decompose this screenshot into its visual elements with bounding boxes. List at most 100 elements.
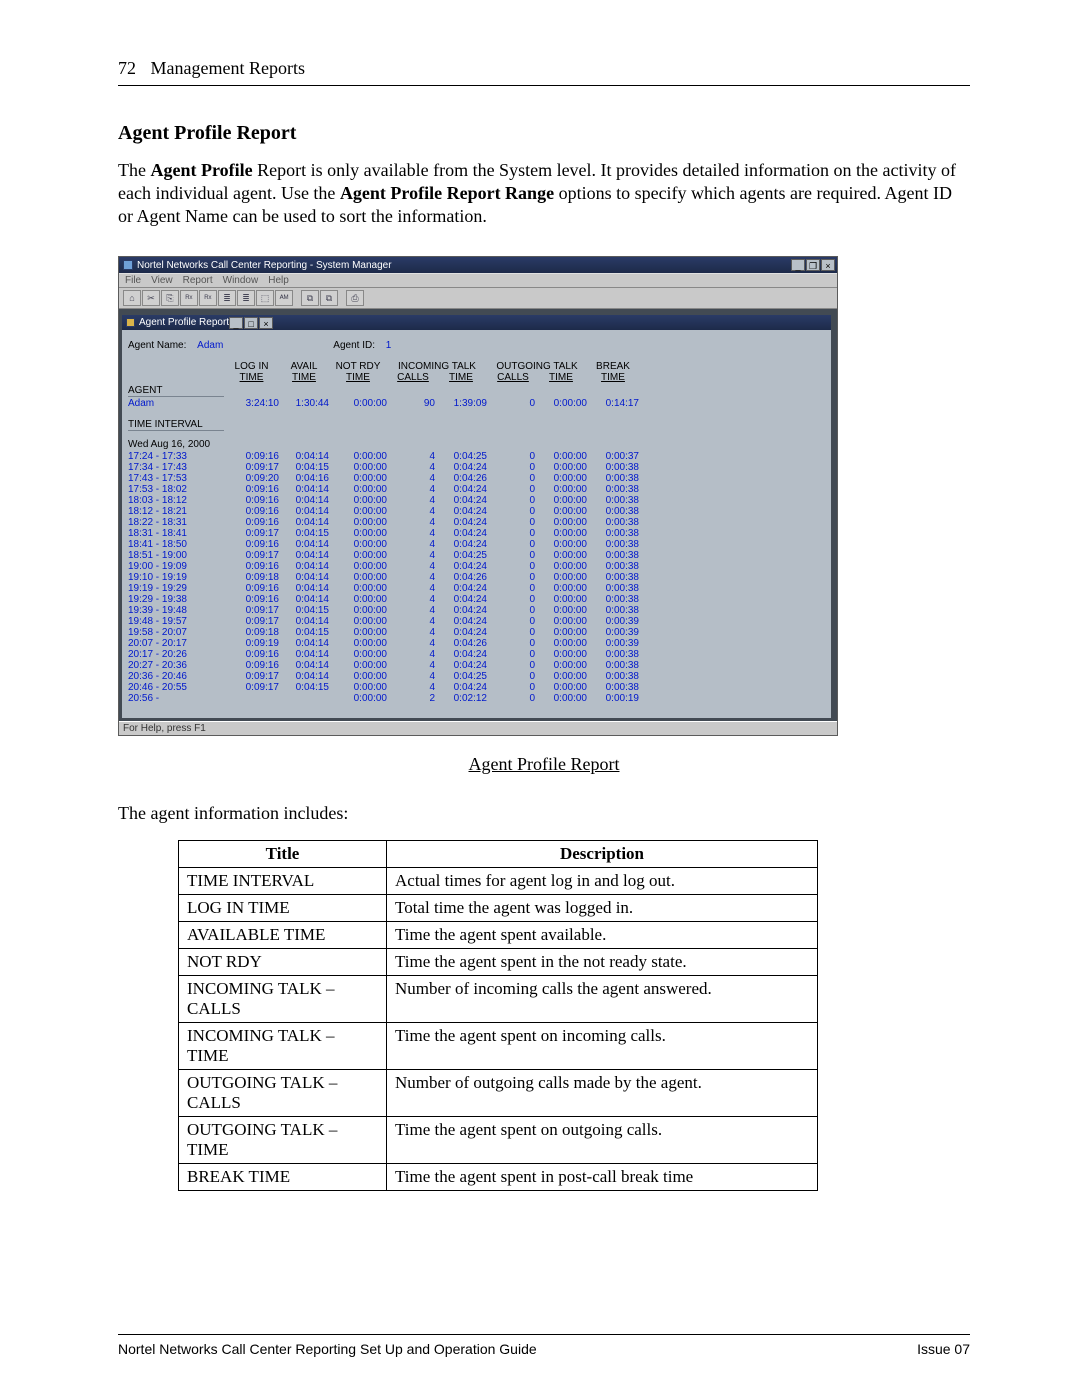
interval-cell: 0:00:00 [535,550,587,561]
interval-cell: 0 [487,594,535,605]
interval-cell: 0:09:16 [224,506,279,517]
interval-cell: 0:00:00 [329,671,387,682]
sub-minimize-button[interactable]: _ [229,317,243,329]
interval-cell: 4 [387,583,435,594]
interval-cell: 4 [387,572,435,583]
interval-cell: 0:00:00 [535,693,587,704]
description-table: Title Description TIME INTERVALActual ti… [178,840,818,1191]
interval-row: 17:24 - 17:330:09:160:04:140:00:0040:04:… [128,451,825,462]
interval-cell [224,693,279,704]
toolbar-button[interactable]: ⎘ [161,290,179,306]
toolbar-button[interactable]: ⬚ [256,290,274,306]
interval-cell: 0:04:14 [279,506,329,517]
interval-cell: 4 [387,649,435,660]
close-button[interactable]: × [821,259,835,271]
menu-item[interactable]: View [151,275,173,286]
interval-cell: 0:00:00 [535,682,587,693]
table-row: TIME INTERVALActual times for agent log … [179,868,818,895]
interval-cell: 18:41 - 18:50 [128,539,224,550]
interval-row: 19:19 - 19:290:09:160:04:140:00:0040:04:… [128,583,825,594]
interval-cell: 0:04:15 [279,627,329,638]
body-paragraph: The Agent Profile Report is only availab… [118,159,970,228]
interval-cell: 0 [487,528,535,539]
interval-cell: 0:00:00 [329,594,387,605]
interval-cell: 0:00:38 [587,594,639,605]
sub-maximize-button[interactable]: □ [244,317,258,329]
toolbar-button[interactable]: ⌂ [123,290,141,306]
interval-cell: 0:04:24 [435,660,487,671]
lead-line: The agent information includes: [118,803,970,824]
menu-item[interactable]: Help [268,275,289,286]
interval-cell: 0:09:16 [224,539,279,550]
table-head-title: Title [179,841,387,868]
interval-cell: 20:36 - 20:46 [128,671,224,682]
interval-cell: 0:04:25 [435,550,487,561]
app-titlebar: Nortel Networks Call Center Reporting - … [119,257,837,273]
menu-item[interactable]: Report [183,275,213,286]
report-window-icon [126,318,135,327]
interval-cell: 0:04:14 [279,550,329,561]
toolbar-button[interactable]: ≣ [218,290,236,306]
agent-id-value: 1 [386,340,392,351]
agent-id-label: Agent ID: [333,340,375,351]
interval-cell: 0 [487,517,535,528]
interval-cell: 0:04:25 [435,451,487,462]
interval-cell: 0:00:00 [535,572,587,583]
interval-cell: 0:04:24 [435,616,487,627]
interval-cell: 19:29 - 19:38 [128,594,224,605]
totals-cell: 0:00:00 [329,398,387,409]
interval-cell: 0:00:00 [329,627,387,638]
page-footer: Nortel Networks Call Center Reporting Se… [118,1334,970,1357]
interval-cell: 0:00:00 [329,462,387,473]
section-title: Agent Profile Report [118,122,970,145]
toolbar-button[interactable]: ᴿˣ [180,290,198,306]
sub-close-button[interactable]: × [259,317,273,329]
table-cell: Time the agent spent in the not ready st… [387,949,818,976]
toolbar-button[interactable]: ⧉ [301,290,319,306]
interval-cell: 0 [487,693,535,704]
table-row: NOT RDYTime the agent spent in the not r… [179,949,818,976]
toolbar-button[interactable]: ᴬᴹ [275,290,293,306]
interval-cell: 0:04:24 [435,627,487,638]
interval-cell: 4 [387,550,435,561]
interval-cell: 19:39 - 19:48 [128,605,224,616]
table-cell: Time the agent spent on outgoing calls. [387,1117,818,1164]
interval-row: 18:22 - 18:310:09:160:04:140:00:0040:04:… [128,517,825,528]
table-cell: OUTGOING TALK – TIME [179,1117,387,1164]
interval-row: 19:00 - 19:090:09:160:04:140:00:0040:04:… [128,561,825,572]
interval-cell: 20:56 - [128,693,224,704]
agent-name-label: Agent Name: [128,340,186,351]
interval-row: 17:53 - 18:020:09:160:04:140:00:0040:04:… [128,484,825,495]
interval-cell [279,693,329,704]
toolbar-button[interactable]: ᴿˣ [199,290,217,306]
interval-cell: 0:00:38 [587,539,639,550]
interval-cell: 0:00:00 [535,660,587,671]
menu-item[interactable]: Window [223,275,259,286]
toolbar-button[interactable]: ⎙ [346,290,364,306]
menu-item[interactable]: File [125,275,141,286]
table-cell: OUTGOING TALK – CALLS [179,1070,387,1117]
interval-cell: 0:00:00 [329,484,387,495]
interval-cell: 0:00:38 [587,528,639,539]
toolbar-button[interactable]: ⧉ [320,290,338,306]
interval-cell: 0:00:38 [587,649,639,660]
totals-cell: 3:24:10 [224,398,279,409]
date-line: Wed Aug 16, 2000 [128,439,825,450]
interval-cell: 0:00:00 [329,583,387,594]
toolbar-button[interactable]: ✂ [142,290,160,306]
statusbar: For Help, press F1 [119,721,837,735]
interval-cell: 0:00:00 [535,605,587,616]
table-row: AVAILABLE TIMETime the agent spent avail… [179,922,818,949]
interval-row: 19:29 - 19:380:09:160:04:140:00:0040:04:… [128,594,825,605]
toolbar-button[interactable]: ≣ [237,290,255,306]
interval-cell: 4 [387,484,435,495]
interval-cell: 0 [487,451,535,462]
interval-cell: 0 [487,473,535,484]
interval-row: 20:17 - 20:260:09:160:04:140:00:0040:04:… [128,649,825,660]
interval-cell: 0:00:00 [535,616,587,627]
maximize-button[interactable]: ❐ [806,259,820,271]
interval-cell: 0 [487,539,535,550]
interval-cell: 0:00:00 [329,495,387,506]
interval-cell: 0 [487,495,535,506]
minimize-button[interactable]: _ [791,259,805,271]
